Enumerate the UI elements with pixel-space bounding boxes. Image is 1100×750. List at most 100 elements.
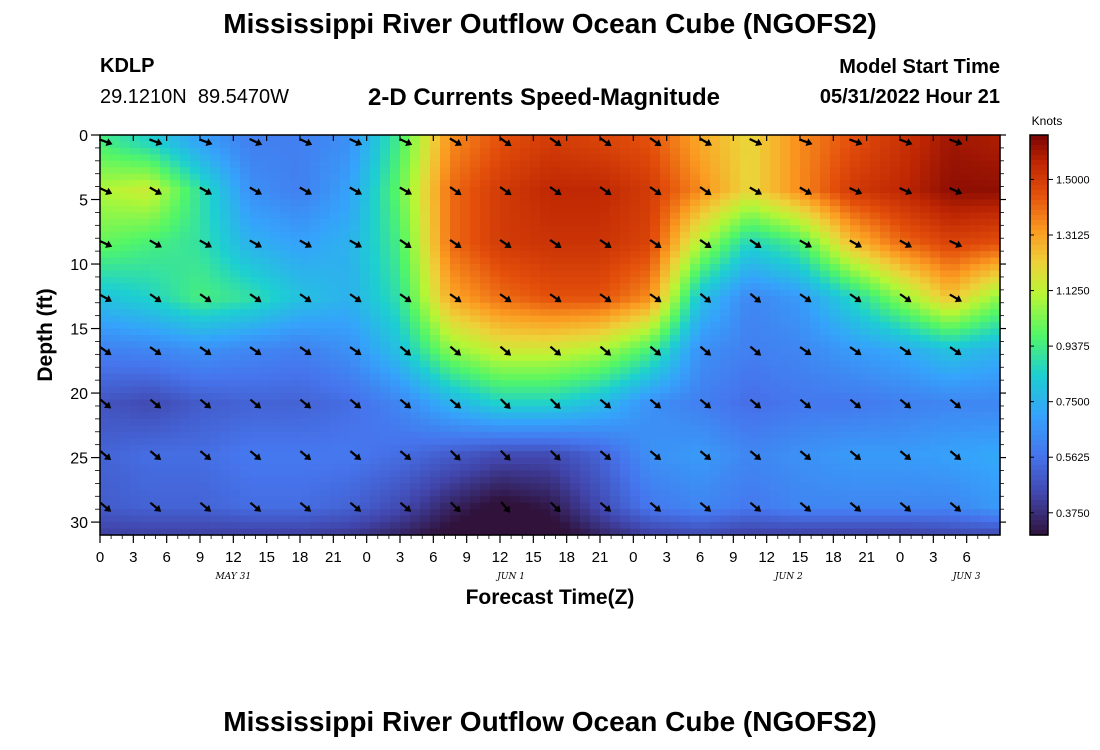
heatmap-cell	[200, 251, 211, 259]
heatmap-cell	[800, 205, 811, 214]
heatmap-cell	[130, 360, 141, 368]
heatmap-cell	[240, 289, 251, 297]
heatmap-cell	[920, 257, 931, 265]
heatmap-cell	[190, 354, 201, 362]
heatmap-cell	[230, 393, 241, 401]
heatmap-cell	[460, 315, 471, 323]
heatmap-cell	[610, 328, 621, 336]
heatmap-cell	[470, 405, 481, 414]
heatmap-cell	[780, 412, 791, 420]
heatmap-cell	[180, 367, 191, 375]
heatmap-cell	[240, 238, 251, 246]
heatmap-cell	[340, 335, 351, 343]
heatmap-cell	[590, 335, 601, 343]
heatmap-cell	[560, 135, 571, 143]
heatmap-cell	[800, 405, 811, 414]
heatmap-cell	[880, 483, 891, 491]
heatmap-cell	[280, 464, 291, 472]
heatmap-cell	[970, 322, 981, 330]
heatmap-cell	[640, 476, 651, 484]
heatmap-cell	[480, 367, 491, 375]
heatmap-cell	[720, 276, 731, 284]
heatmap-cell	[710, 154, 721, 162]
heatmap-cell	[720, 373, 731, 381]
heatmap-cell	[500, 431, 511, 439]
heatmap-cell	[740, 393, 751, 401]
heatmap-cell	[310, 464, 321, 472]
heatmap-cell	[680, 438, 691, 446]
heatmap-cell	[590, 322, 601, 330]
heatmap-cell	[650, 341, 661, 349]
heatmap-cell	[550, 173, 561, 181]
heatmap-cell	[660, 154, 671, 162]
heatmap-cell	[130, 270, 141, 278]
heatmap-cell	[430, 147, 441, 155]
heatmap-cell	[630, 160, 641, 168]
heatmap-cell	[340, 470, 351, 478]
heatmap-cell	[860, 444, 871, 452]
heatmap-cell	[220, 451, 231, 459]
heatmap-cell	[510, 212, 521, 220]
heatmap-cell	[100, 218, 111, 226]
heatmap-cell	[720, 431, 731, 439]
heatmap-cell	[210, 418, 221, 426]
heatmap-cell	[840, 360, 851, 368]
heatmap-cell	[870, 212, 881, 220]
heatmap-cell	[400, 135, 411, 143]
heatmap-cell	[580, 386, 591, 394]
heatmap-cell	[260, 328, 271, 336]
heatmap-cell	[700, 147, 711, 155]
heatmap-cell	[990, 438, 1001, 446]
heatmap-cell	[680, 296, 691, 304]
heatmap-cell	[930, 315, 941, 323]
heatmap-cell	[900, 212, 911, 220]
heatmap-cell	[260, 347, 271, 355]
heatmap-cell	[820, 322, 831, 330]
heatmap-cell	[920, 218, 931, 226]
heatmap-cell	[230, 257, 241, 265]
heatmap-cell	[700, 283, 711, 291]
heatmap-cell	[330, 238, 341, 246]
heatmap-cell	[160, 167, 171, 175]
heatmap-cell	[290, 264, 301, 272]
heatmap-cell	[750, 360, 761, 368]
heatmap-cell	[650, 367, 661, 375]
heatmap-cell	[380, 264, 391, 272]
heatmap-cell	[150, 489, 161, 497]
heatmap-cell	[270, 380, 281, 388]
heatmap-cell	[260, 451, 271, 459]
heatmap-cell	[630, 173, 641, 181]
heatmap-cell	[170, 296, 181, 304]
heatmap-cell	[820, 283, 831, 291]
heatmap-cell	[390, 457, 401, 465]
heatmap-cell	[750, 431, 761, 439]
heatmap-cell	[500, 231, 511, 239]
heatmap-cell	[380, 457, 391, 465]
heatmap-cell	[260, 425, 271, 433]
heatmap-cell	[460, 154, 471, 162]
heatmap-cell	[810, 451, 821, 459]
heatmap-cell	[960, 341, 971, 349]
heatmap-cell	[270, 264, 281, 272]
heatmap-cell	[190, 180, 201, 188]
heatmap-cell	[830, 354, 841, 362]
heatmap-cell	[250, 438, 261, 446]
heatmap-cell	[790, 470, 801, 478]
heatmap-cell	[320, 244, 331, 252]
heatmap-cell	[770, 315, 781, 323]
heatmap-cell	[860, 218, 871, 226]
heatmap-cell	[270, 205, 281, 214]
heatmap-cell	[990, 154, 1001, 162]
heatmap-cell	[670, 341, 681, 349]
heatmap-cell	[950, 212, 961, 220]
heatmap-cell	[440, 180, 451, 188]
heatmap-cell	[890, 154, 901, 162]
heatmap-cell	[880, 251, 891, 259]
heatmap-cell	[160, 135, 171, 143]
heatmap-cell	[580, 483, 591, 491]
heatmap-cell	[740, 193, 751, 201]
heatmap-cell	[830, 322, 841, 330]
heatmap-cell	[470, 341, 481, 349]
heatmap-cell	[700, 270, 711, 278]
heatmap-cell	[620, 212, 631, 220]
